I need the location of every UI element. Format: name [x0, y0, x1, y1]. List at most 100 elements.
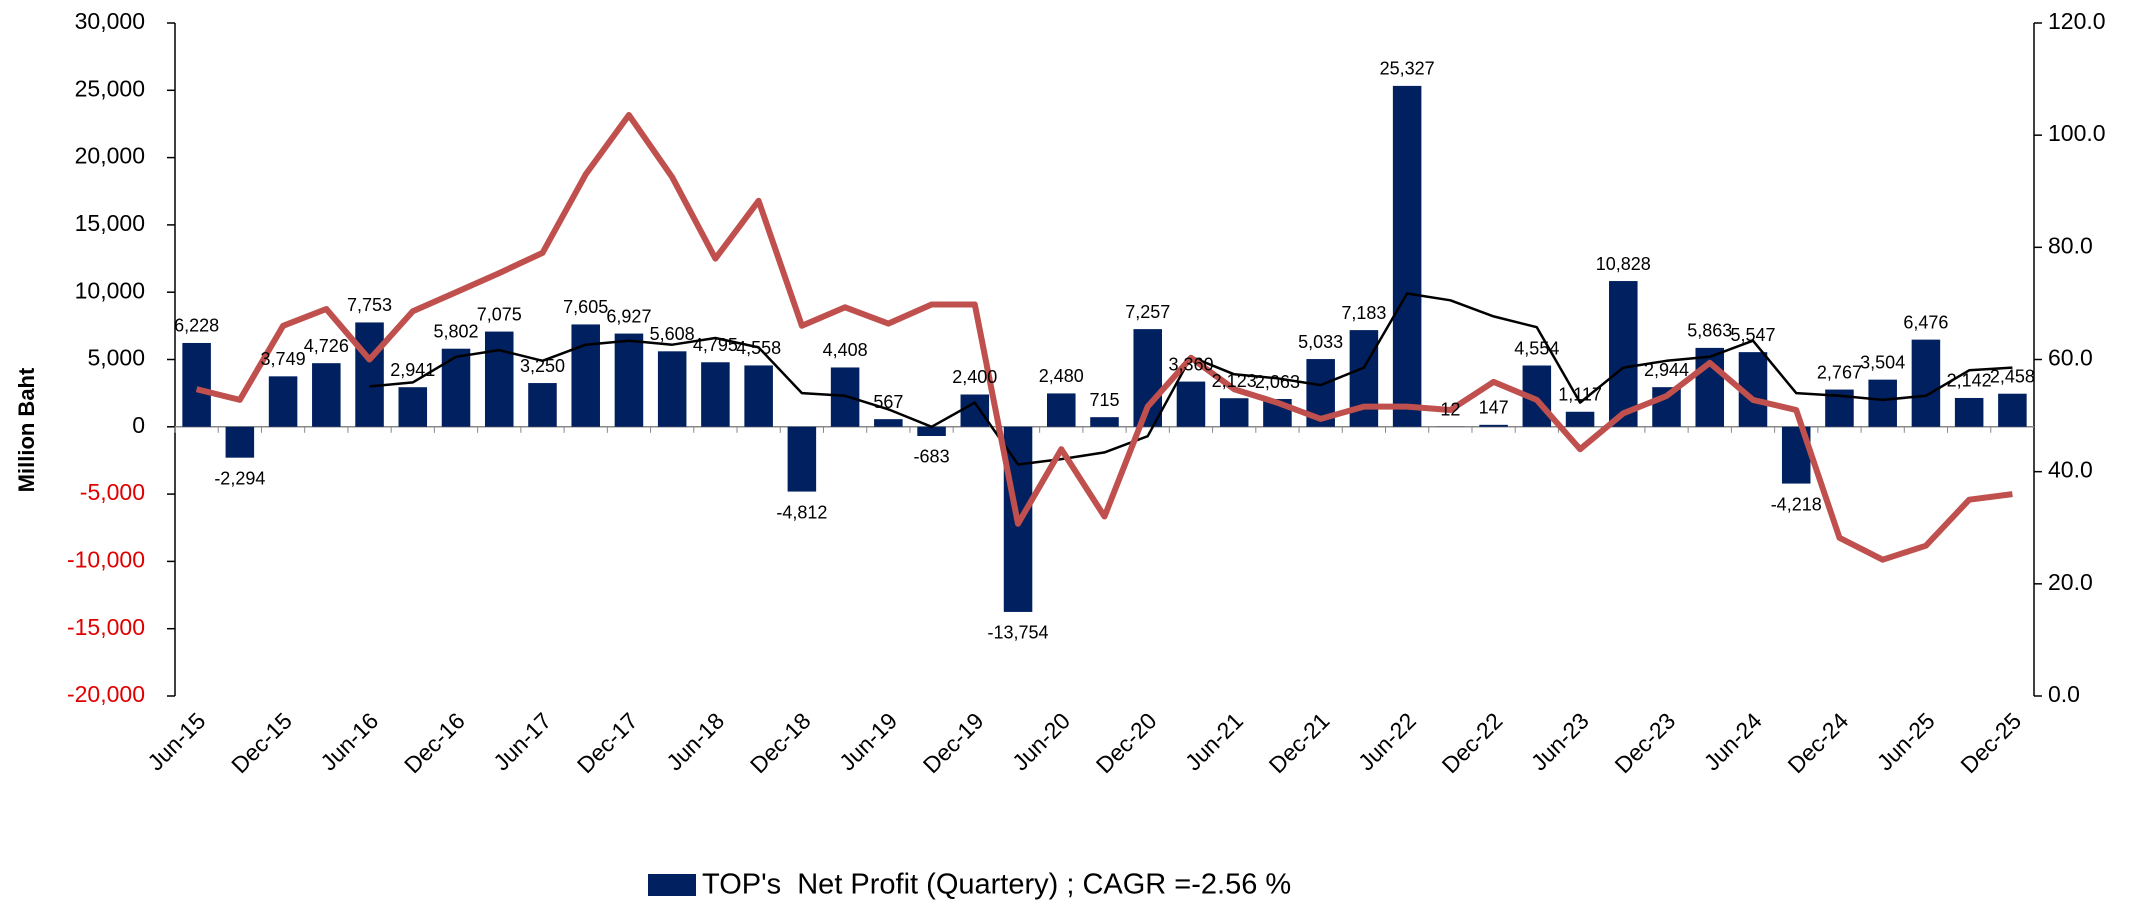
value-label: 5,863	[1687, 321, 1732, 341]
legend-swatch	[648, 874, 696, 896]
bar	[744, 365, 773, 427]
x-tick-label: Dec-23	[1610, 707, 1681, 778]
bar	[182, 342, 211, 427]
bar	[1047, 393, 1076, 427]
y2-tick-label: 80.0	[2048, 232, 2093, 258]
y2-tick-label: 20.0	[2048, 569, 2093, 595]
bar	[355, 322, 384, 427]
value-label: 7,075	[477, 304, 522, 324]
y-tick-label: 25,000	[75, 75, 145, 101]
value-label: 6,476	[1903, 312, 1948, 332]
y-tick-label: 20,000	[75, 143, 145, 169]
y-axis-label: Million Baht	[14, 367, 39, 492]
x-tick-label: Dec-21	[1264, 707, 1335, 778]
x-tick-label: Dec-17	[572, 707, 643, 778]
value-label: 147	[1479, 398, 1509, 418]
value-label: 2,767	[1817, 362, 1862, 382]
bar	[874, 419, 903, 427]
x-tick-label: Jun-25	[1872, 707, 1940, 775]
x-tick-label: Dec-19	[918, 707, 989, 778]
bar	[1954, 397, 1984, 427]
y2-tick-label: 0.0	[2048, 681, 2080, 707]
value-label: 2,941	[390, 360, 435, 380]
bar	[1998, 393, 2027, 427]
bar	[1479, 424, 1508, 427]
bar	[787, 426, 817, 492]
bar	[1176, 381, 1206, 427]
value-label: 6,927	[606, 306, 651, 326]
line	[195, 112, 2013, 563]
value-label: 4,726	[304, 336, 349, 356]
value-label: 3,504	[1860, 352, 1905, 372]
value-label: 4,408	[823, 340, 868, 360]
x-tick-label: Dec-16	[399, 707, 470, 778]
value-label: 2,458	[1990, 366, 2035, 386]
value-label: 2,123	[1212, 371, 1257, 391]
value-label: 1,117	[1558, 385, 1602, 405]
bar	[1609, 281, 1638, 427]
value-label: 7,257	[1125, 302, 1170, 322]
x-tick-label: Dec-24	[1782, 707, 1853, 778]
y-tick-label: -15,000	[67, 614, 145, 640]
y-tick-label: -5,000	[80, 479, 145, 505]
bar	[1219, 398, 1249, 427]
x-tick-label: Dec-20	[1091, 707, 1162, 778]
y-tick-label: -10,000	[67, 546, 145, 572]
bar	[225, 426, 255, 458]
x-tick-label: Dec-18	[745, 707, 816, 778]
bar	[398, 387, 428, 427]
x-tick-label: Jun-23	[1526, 707, 1594, 775]
value-label: 25,327	[1380, 59, 1435, 79]
x-tick-label: Dec-22	[1437, 707, 1508, 778]
value-label: 6,228	[174, 316, 219, 336]
y-tick-label: 10,000	[75, 277, 145, 303]
x-tick-label: Jun-21	[1180, 707, 1248, 775]
value-label: 5,547	[1730, 325, 1775, 345]
value-label: 2,944	[1644, 360, 1689, 380]
bar	[441, 348, 471, 427]
y2-tick-label: 40.0	[2048, 457, 2093, 483]
value-label: 3,250	[520, 356, 565, 376]
value-label: 2,400	[952, 367, 997, 387]
bar	[701, 362, 730, 427]
value-label: 5,608	[650, 324, 695, 344]
value-label: 7,605	[563, 297, 608, 317]
value-label: 10,828	[1596, 254, 1651, 274]
y-tick-label: 5,000	[87, 345, 145, 371]
x-tick-label: Jun-15	[142, 707, 210, 775]
y2-tick-label: 120.0	[2048, 8, 2106, 34]
value-label: 3,360	[1168, 354, 1213, 374]
bar	[1392, 85, 1422, 427]
x-tick-label: Dec-25	[1955, 707, 2026, 778]
x-tick-label: Jun-22	[1353, 707, 1421, 775]
bar	[917, 426, 946, 436]
value-label: 5,033	[1298, 332, 1343, 352]
value-label: 7,753	[347, 295, 392, 315]
bar	[571, 324, 600, 427]
y-tick-label: -20,000	[67, 681, 145, 707]
value-label: 12	[1440, 399, 1460, 419]
value-label: 567	[873, 392, 903, 412]
bar	[830, 367, 860, 427]
value-label: -4,812	[776, 502, 827, 522]
value-label: 2,142	[1947, 371, 1992, 391]
value-label: 3,749	[261, 349, 306, 369]
x-tick-label: Jun-19	[834, 707, 902, 775]
bar	[614, 333, 644, 427]
value-label: 4,554	[1514, 338, 1559, 358]
bar	[1695, 347, 1725, 427]
x-tick-label: Jun-16	[315, 707, 383, 775]
bar	[312, 363, 341, 427]
value-label: 4,795	[693, 335, 738, 355]
value-label: 4,558	[736, 338, 781, 358]
y2-tick-label: 60.0	[2048, 345, 2093, 371]
y-tick-label: 15,000	[75, 210, 145, 236]
bar	[1565, 411, 1595, 427]
legend-label: TOP's Net Profit (Quartery) ; CAGR =-2.5…	[702, 869, 1291, 901]
bar	[1090, 417, 1119, 427]
value-label: 5,802	[433, 321, 478, 341]
value-label: -13,754	[988, 623, 1049, 643]
value-label: 715	[1089, 390, 1119, 410]
bar	[1868, 379, 1897, 427]
